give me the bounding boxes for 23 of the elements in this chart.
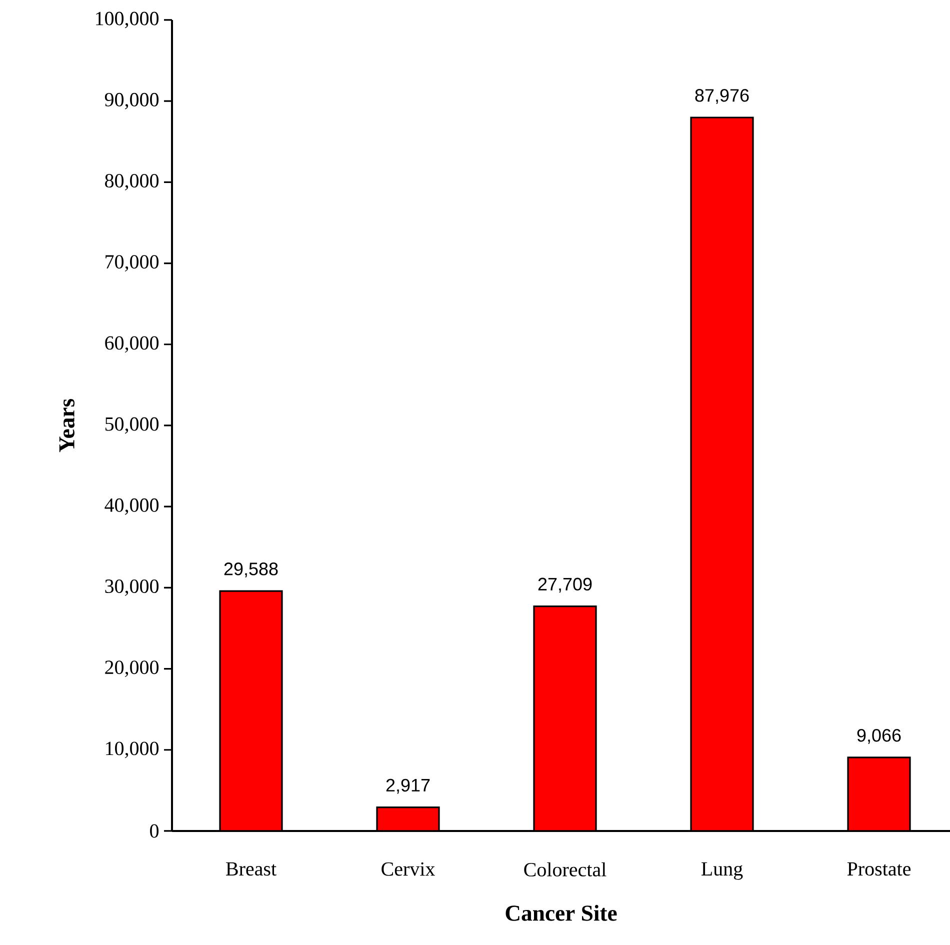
x-tick-label: Breast — [226, 862, 276, 876]
y-tick-label: 60,000 — [105, 336, 159, 353]
x-axis-title: Cancer Site — [506, 904, 617, 921]
x-tick-label: Cervix — [382, 862, 435, 876]
y-tick-label: 20,000 — [105, 660, 159, 677]
y-tick-label: 70,000 — [106, 255, 159, 272]
x-tick-label: Colorectal — [524, 862, 606, 876]
y-tick-label: 40,000 — [104, 498, 159, 515]
y-tick-label: 80,000 — [105, 174, 159, 190]
data-label: 29,588 — [224, 562, 278, 578]
y-tick-label: 30,000 — [105, 580, 159, 596]
data-label: 9,066 — [857, 728, 901, 744]
y-tick-label: 0 — [150, 824, 159, 838]
x-tick-label: Lung — [701, 862, 743, 880]
y-tick-label: 100,000 — [96, 12, 159, 28]
y-tick-label: 50,000 — [105, 417, 159, 434]
y-tick-label: 10,000 — [106, 742, 159, 758]
data-label: 2,917 — [386, 778, 430, 794]
y-tick-label: 90,000 — [104, 92, 159, 110]
data-label: 27,709 — [538, 578, 592, 593]
x-tick-label: Prostate — [847, 862, 911, 876]
y-axis-title: Years — [59, 398, 74, 452]
data-label: 87,976 — [695, 89, 749, 104]
